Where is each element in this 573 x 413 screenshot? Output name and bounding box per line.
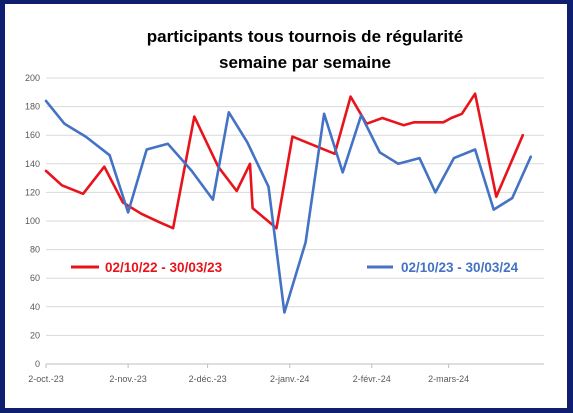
y-tick-label-100: 100: [25, 216, 40, 226]
legend-series-2-label: 02/10/23 - 30/03/24: [401, 260, 519, 275]
x-tick-label-1: 2-nov.-23: [109, 374, 146, 384]
y-tick-label-60: 60: [30, 273, 40, 283]
chart-title-line-1: participants tous tournois de régularité: [147, 27, 463, 46]
legend-series-1-label: 02/10/22 - 30/03/23: [105, 260, 223, 275]
series-1-line: [44, 92, 525, 230]
x-tick-label-5: 2-mars-24: [428, 374, 469, 384]
x-tick-label-0: 2-oct.-23: [28, 374, 64, 384]
y-tick-label-160: 160: [25, 130, 40, 140]
y-tick-label-180: 180: [25, 102, 40, 112]
y-tick-label-200: 200: [25, 73, 40, 83]
legend: 02/10/22 - 30/03/23 02/10/23 - 30/03/24: [71, 260, 519, 275]
series-lines: [44, 92, 533, 314]
y-tick-label-0: 0: [35, 359, 40, 369]
x-tick-label-3: 2-janv.-24: [270, 374, 309, 384]
x-tick-label-4: 2-févr.-24: [353, 374, 391, 384]
y-tick-label-20: 20: [30, 330, 40, 340]
chart-title-line-2: semaine par semaine: [219, 53, 391, 72]
chart-frame: participants tous tournois de régularité…: [5, 4, 567, 408]
series-2-line: [44, 99, 533, 314]
y-tick-label-80: 80: [30, 245, 40, 255]
y-tick-label-120: 120: [25, 187, 40, 197]
gridlines: [46, 77, 544, 365]
y-axis: 0 20 40 60 80 100 120 140 160 180 200: [25, 73, 40, 369]
x-tick-label-2: 2-déc.-23: [189, 374, 227, 384]
x-axis: 2-oct.-23 2-nov.-23 2-déc.-23 2-janv.-24 2-f…: [28, 364, 469, 384]
line-chart: participants tous tournois de régularité…: [25, 27, 544, 384]
y-tick-label-140: 140: [25, 159, 40, 169]
y-tick-label-40: 40: [30, 302, 40, 312]
